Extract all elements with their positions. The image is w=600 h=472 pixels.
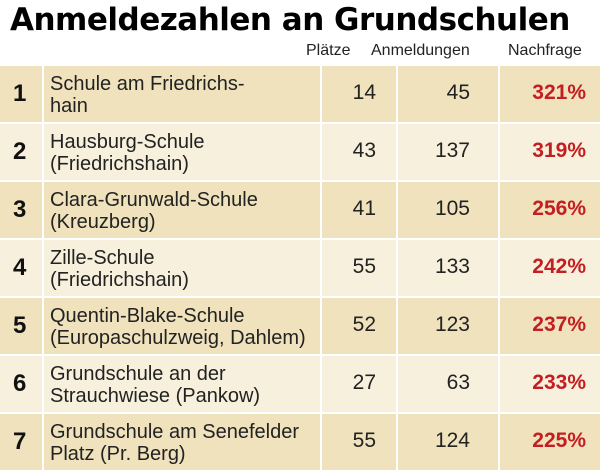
school-name-line2: Platz (Pr. Berg): [50, 443, 186, 465]
rank-cell: 3: [0, 182, 42, 238]
plaetze-value: 52: [352, 313, 376, 336]
school-name-line2: hain: [50, 95, 88, 117]
school-name: Zille-Schule (Friedrichshain): [50, 247, 320, 291]
nachfrage-value: 319%: [532, 139, 586, 162]
nachfrage-value: 321%: [532, 81, 586, 104]
nachfrage-cell: 237%: [500, 298, 600, 354]
school-cell: Hausburg-Schule (Friedrichshain): [44, 124, 320, 180]
anmeldungen-cell: 133: [398, 240, 498, 296]
plaetze-value: 14: [352, 81, 376, 104]
header-plaetze: Plätze: [306, 42, 351, 59]
plaetze-cell: 43: [322, 124, 396, 180]
school-name-line2: (Friedrichshain): [50, 269, 189, 291]
plaetze-value: 27: [352, 371, 376, 394]
table-row: 1 Schule am Friedrichs-hain 14 45 321%: [0, 66, 600, 122]
plaetze-cell: 27: [322, 356, 396, 412]
nachfrage-cell: 233%: [500, 356, 600, 412]
plaetze-cell: 41: [322, 182, 396, 238]
anmeldungen-value: 133: [434, 255, 470, 278]
nachfrage-cell: 321%: [500, 66, 600, 122]
anmeldungen-value: 124: [434, 429, 470, 452]
rank-number: 3: [13, 196, 27, 223]
nachfrage-cell: 319%: [500, 124, 600, 180]
school-name-line1: Grundschule an der: [50, 363, 226, 385]
school-name-line1: Grundschule am Senefelder: [50, 421, 300, 443]
plaetze-value: 41: [352, 197, 376, 220]
school-cell: Grundschule am Senefelder Platz (Pr. Berg…: [44, 414, 320, 470]
rank-number: 6: [13, 370, 27, 397]
anmeldungen-cell: 124: [398, 414, 498, 470]
school-name-line1: Hausburg-Schule: [50, 131, 205, 153]
school-name: Quentin-Blake-Schule (Europaschulzweig, D…: [50, 305, 320, 349]
nachfrage-cell: 225%: [500, 414, 600, 470]
rank-cell: 2: [0, 124, 42, 180]
rank-cell: 5: [0, 298, 42, 354]
plaetze-value: 55: [352, 429, 376, 452]
column-headers: Plätze Anmeldungen Nachfrage: [0, 42, 600, 66]
anmeldungen-cell: 105: [398, 182, 498, 238]
nachfrage-value: 237%: [532, 313, 586, 336]
rank-number: 7: [13, 428, 27, 455]
school-name-line2: (Friedrichshain): [50, 153, 189, 175]
plaetze-value: 55: [352, 255, 376, 278]
school-name: Hausburg-Schule (Friedrichshain): [50, 131, 320, 175]
plaetze-cell: 14: [322, 66, 396, 122]
rank-cell: 6: [0, 356, 42, 412]
rank-cell: 1: [0, 66, 42, 122]
school-cell: Schule am Friedrichs-hain: [44, 66, 320, 122]
plaetze-value: 43: [352, 139, 376, 162]
table-row: 3 Clara-Grunwald-Schule (Kreuzberg) 41 105 25…: [0, 182, 600, 238]
table-row: 6 Grundschule an der Strauchwiese (Pankow)…: [0, 356, 600, 412]
anmeldungen-value: 63: [446, 371, 470, 394]
nachfrage-cell: 256%: [500, 182, 600, 238]
table-row: 5 Quentin-Blake-Schule (Europaschulzweig, …: [0, 298, 600, 354]
table-row: 7 Grundschule am Senefelder Platz (Pr. Ber…: [0, 414, 600, 470]
anmeldungen-cell: 63: [398, 356, 498, 412]
nachfrage-value: 225%: [532, 429, 586, 452]
table-row: 2 Hausburg-Schule (Friedrichshain) 43 137 319…: [0, 124, 600, 180]
rank-cell: 4: [0, 240, 42, 296]
anmeldungen-value: 105: [434, 197, 470, 220]
rank-cell: 7: [0, 414, 42, 470]
header-anmeldungen: Anmeldungen: [371, 42, 470, 59]
school-name-line2: (Kreuzberg): [50, 211, 156, 233]
school-name-line2: Strauchwiese (Pankow): [50, 385, 261, 407]
table-row: 4 Zille-Schule (Friedrichshain) 55 133 242%: [0, 240, 600, 296]
table-body: 1 Schule am Friedrichs-hain 14 45 321% 2 Hausb…: [0, 66, 600, 472]
school-name-line1: Quentin-Blake-Schule: [50, 305, 245, 327]
rank-number: 4: [13, 254, 27, 281]
plaetze-cell: 55: [322, 414, 396, 470]
nachfrage-cell: 242%: [500, 240, 600, 296]
rank-number: 1: [13, 80, 27, 107]
school-name-line1: Zille-Schule: [50, 247, 155, 269]
plaetze-cell: 52: [322, 298, 396, 354]
anmeldungen-cell: 137: [398, 124, 498, 180]
rank-number: 5: [13, 312, 27, 339]
school-name: Grundschule am Senefelder Platz (Pr. Berg…: [50, 421, 320, 465]
school-cell: Zille-Schule (Friedrichshain): [44, 240, 320, 296]
anmeldungen-value: 123: [434, 313, 470, 336]
anmeldungen-cell: 123: [398, 298, 498, 354]
rank-number: 2: [13, 138, 27, 165]
anmeldungen-value: 137: [434, 139, 470, 162]
nachfrage-value: 242%: [532, 255, 586, 278]
nachfrage-value: 233%: [532, 371, 586, 394]
plaetze-cell: 55: [322, 240, 396, 296]
school-cell: Grundschule an der Strauchwiese (Pankow): [44, 356, 320, 412]
header-nachfrage: Nachfrage: [508, 42, 582, 59]
nachfrage-value: 256%: [532, 197, 586, 220]
school-name: Schule am Friedrichs-hain: [50, 73, 320, 117]
school-name-line1: Clara-Grunwald-Schule: [50, 189, 258, 211]
school-name: Grundschule an der Strauchwiese (Pankow): [50, 363, 320, 407]
school-name-line1: Schule am Friedrichs-: [50, 73, 245, 95]
school-name-line2: (Europaschulzweig, Dahlem): [50, 327, 306, 349]
anmeldungen-value: 45: [446, 81, 470, 104]
school-name: Clara-Grunwald-Schule (Kreuzberg): [50, 189, 320, 233]
anmeldungen-cell: 45: [398, 66, 498, 122]
school-cell: Quentin-Blake-Schule (Europaschulzweig, D…: [44, 298, 320, 354]
chart-title: Anmeldezahlen an Grundschulen: [10, 2, 570, 38]
school-cell: Clara-Grunwald-Schule (Kreuzberg): [44, 182, 320, 238]
